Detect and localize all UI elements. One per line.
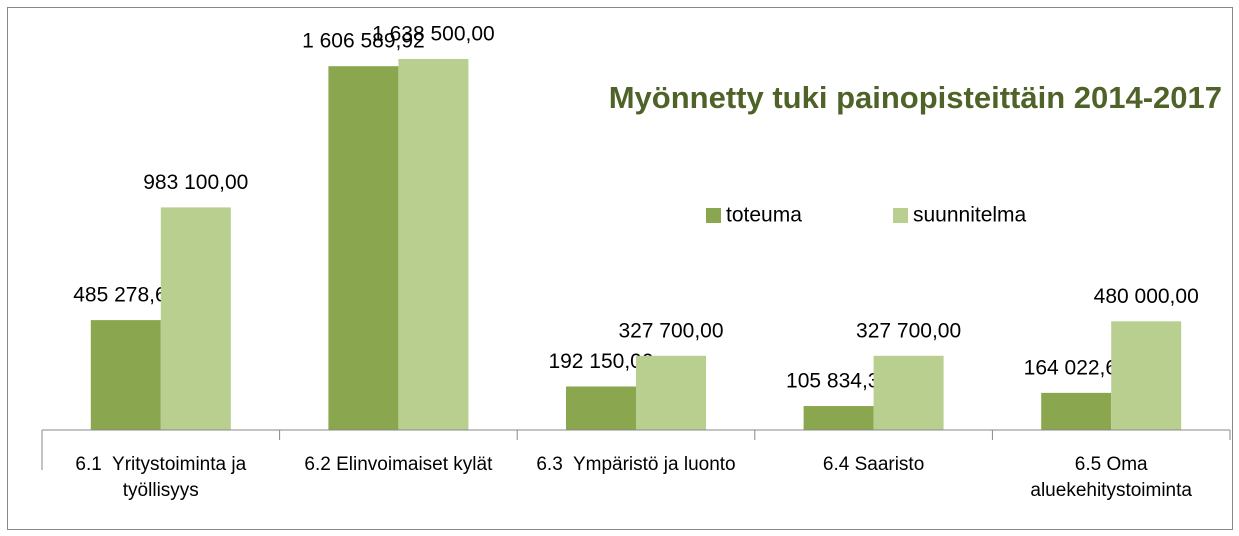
bar [90, 320, 161, 430]
x-tick-label: 6.2 Elinvoimaiset kylät [304, 454, 493, 475]
bar [1111, 321, 1182, 430]
value-label: 480 000,00 [1094, 285, 1199, 308]
value-label: 983 100,00 [143, 171, 248, 194]
value-label: 485 278,66 [73, 284, 178, 307]
value-label: 327 700,00 [856, 319, 961, 342]
bar [566, 386, 636, 430]
value-label: 192 150,00 [548, 350, 653, 373]
legend-swatch [893, 208, 908, 223]
value-label: 105 834,32 [786, 370, 891, 393]
x-tick-label: 6.3 Ympäristö ja luonto [536, 454, 736, 475]
value-label: 1 638 500,00 [372, 23, 495, 46]
bar [873, 355, 944, 430]
bar [398, 58, 469, 431]
value-label: 1 606 589,92 [302, 30, 425, 53]
bar [328, 66, 399, 430]
value-label: 164 022,61 [1024, 356, 1129, 379]
bar [160, 207, 231, 430]
x-tick-label: 6.5 Oma aluekehitystoiminta [1030, 454, 1192, 501]
legend-label: toteuma [726, 204, 802, 227]
value-label: 327 700,00 [618, 319, 723, 342]
bar [803, 406, 874, 430]
chart-title: Myönnetty tuki painopisteittäin 2014-201… [609, 80, 1222, 115]
x-tick-label: 6.4 Saaristo [822, 454, 925, 475]
x-tick-label: 6.1 Yritystoiminta ja työllisyys [75, 454, 252, 501]
bar [636, 355, 706, 430]
legend-label: suunnitelma [913, 204, 1027, 227]
legend-swatch [706, 208, 721, 223]
bar [1041, 392, 1112, 430]
